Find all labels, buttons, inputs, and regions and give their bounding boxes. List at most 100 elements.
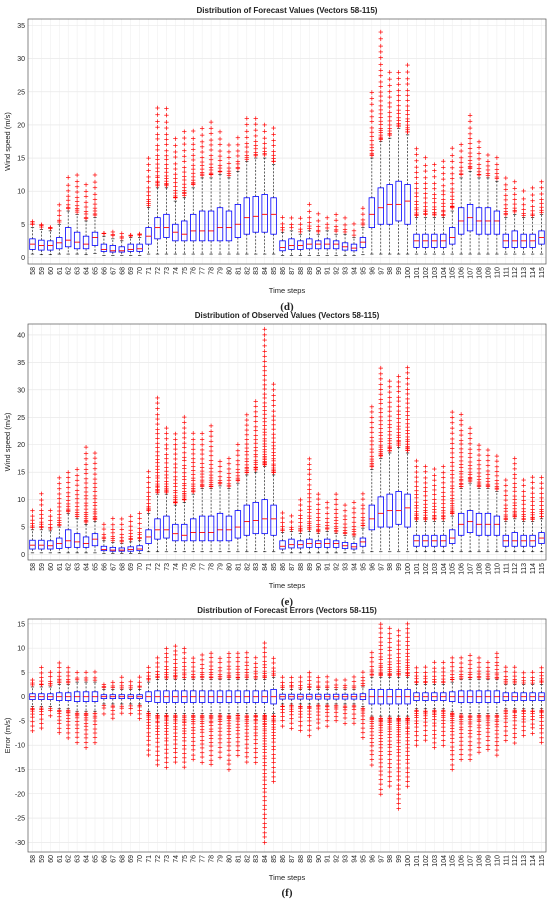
y-tick-label: 20 bbox=[17, 122, 25, 129]
x-tick-label: 85 bbox=[271, 563, 278, 571]
x-axis-label: Time steps bbox=[269, 581, 306, 590]
x-tick-label: 97 bbox=[378, 267, 385, 275]
x-tick-label: 96 bbox=[369, 267, 376, 275]
x-tick-label: 99 bbox=[396, 267, 403, 275]
x-tick-label: 77 bbox=[200, 563, 207, 571]
x-tick-label: 112 bbox=[512, 563, 519, 574]
x-tick-label: 111 bbox=[503, 267, 510, 278]
x-tick-label: 108 bbox=[477, 563, 484, 575]
x-tick-label: 74 bbox=[173, 563, 180, 571]
x-tick-label: 66 bbox=[101, 563, 108, 571]
chart-title: Distribution of Forecast Values (Vectors… bbox=[197, 6, 378, 15]
chart-title: Distribution of Observed Values (Vectors… bbox=[195, 311, 380, 320]
x-tick-label: 68 bbox=[119, 855, 126, 863]
x-axis-label: Time steps bbox=[269, 286, 306, 295]
x-tick-label: 81 bbox=[235, 267, 242, 275]
x-tick-label: 76 bbox=[191, 267, 198, 275]
outliers bbox=[280, 215, 284, 232]
x-tick-label: 93 bbox=[343, 267, 350, 275]
x-tick-label: 63 bbox=[75, 855, 82, 863]
x-tick-label: 65 bbox=[92, 855, 99, 863]
x-tick-label: 75 bbox=[182, 563, 189, 571]
x-tick-label: 76 bbox=[191, 855, 198, 863]
x-tick-label: 84 bbox=[262, 563, 269, 571]
x-tick-label: 110 bbox=[494, 563, 501, 574]
y-tick-label: -5 bbox=[19, 718, 25, 725]
x-tick-label: 98 bbox=[387, 267, 394, 275]
y-tick-label: 35 bbox=[17, 360, 25, 367]
x-tick-label: 59 bbox=[39, 563, 46, 571]
x-tick-label: 69 bbox=[128, 855, 135, 863]
x-tick-label: 58 bbox=[30, 855, 37, 863]
box-62 bbox=[65, 470, 71, 553]
x-tick-label: 76 bbox=[191, 563, 198, 571]
x-tick-label: 79 bbox=[218, 267, 225, 275]
x-tick-label: 102 bbox=[423, 563, 430, 575]
x-tick-label: 87 bbox=[289, 267, 296, 275]
y-tick-label: 5 bbox=[21, 670, 25, 677]
x-tick-label: 100 bbox=[405, 267, 412, 279]
y-tick-label: -15 bbox=[15, 767, 25, 774]
x-tick-label: 104 bbox=[441, 563, 448, 575]
x-tick-label: 82 bbox=[244, 563, 251, 571]
x-tick-label: 103 bbox=[432, 267, 439, 279]
x-tick-label: 80 bbox=[226, 267, 233, 275]
x-tick-label: 72 bbox=[155, 855, 162, 863]
x-tick-label: 62 bbox=[66, 267, 73, 275]
x-tick-label: 72 bbox=[155, 267, 162, 275]
x-tick-label: 106 bbox=[459, 267, 466, 279]
x-tick-label: 85 bbox=[271, 267, 278, 275]
y-tick-label: 5 bbox=[21, 525, 25, 532]
y-tick-label: 30 bbox=[17, 387, 25, 394]
x-tick-label: 90 bbox=[316, 563, 323, 571]
x-tick-label: 106 bbox=[459, 563, 466, 575]
x-tick-label: 74 bbox=[173, 267, 180, 275]
x-tick-label: 111 bbox=[503, 563, 510, 574]
y-tick-label: 5 bbox=[21, 222, 25, 229]
x-tick-label: 107 bbox=[468, 267, 475, 279]
x-tick-label: 71 bbox=[146, 267, 153, 275]
x-tick-label: 58 bbox=[30, 563, 37, 571]
x-tick-label: 80 bbox=[226, 563, 233, 571]
y-tick-label: 35 bbox=[17, 23, 25, 30]
x-tick-label: 62 bbox=[66, 855, 73, 863]
plot-area bbox=[28, 19, 546, 264]
x-tick-label: 77 bbox=[200, 855, 207, 863]
x-tick-label: 73 bbox=[164, 267, 171, 275]
x-tick-label: 92 bbox=[334, 267, 341, 275]
x-tick-label: 71 bbox=[146, 855, 153, 863]
x-tick-label: 70 bbox=[137, 855, 144, 863]
x-tick-label: 103 bbox=[432, 563, 439, 575]
x-tick-label: 75 bbox=[182, 267, 189, 275]
y-axis-label: Wind speed (m/s) bbox=[3, 112, 12, 171]
x-tick-label: 105 bbox=[450, 563, 457, 575]
x-tick-label: 64 bbox=[84, 267, 91, 275]
x-tick-label: 81 bbox=[235, 563, 242, 571]
x-tick-label: 89 bbox=[307, 563, 314, 571]
x-tick-label: 64 bbox=[84, 563, 91, 571]
x-tick-label: 113 bbox=[521, 563, 528, 574]
x-tick-label: 70 bbox=[137, 563, 144, 571]
x-tick-label: 95 bbox=[360, 267, 367, 275]
x-tick-label: 94 bbox=[351, 267, 358, 275]
y-tick-label: 25 bbox=[17, 89, 25, 96]
x-tick-label: 104 bbox=[441, 267, 448, 279]
y-tick-label: 20 bbox=[17, 442, 25, 449]
y-tick-label: 0 bbox=[21, 694, 25, 701]
x-tick-label: 99 bbox=[396, 563, 403, 571]
x-tick-label: 66 bbox=[101, 267, 108, 275]
y-tick-label: -25 bbox=[15, 816, 25, 823]
x-tick-label: 69 bbox=[128, 267, 135, 275]
y-tick-label: 15 bbox=[17, 470, 25, 477]
x-tick-label: 65 bbox=[92, 563, 99, 571]
x-tick-label: 98 bbox=[387, 563, 394, 571]
x-tick-label: 74 bbox=[173, 855, 180, 863]
x-tick-label: 70 bbox=[137, 267, 144, 275]
y-tick-label: 10 bbox=[17, 497, 25, 504]
x-tick-label: 112 bbox=[512, 267, 519, 278]
x-tick-label: 60 bbox=[48, 563, 55, 571]
